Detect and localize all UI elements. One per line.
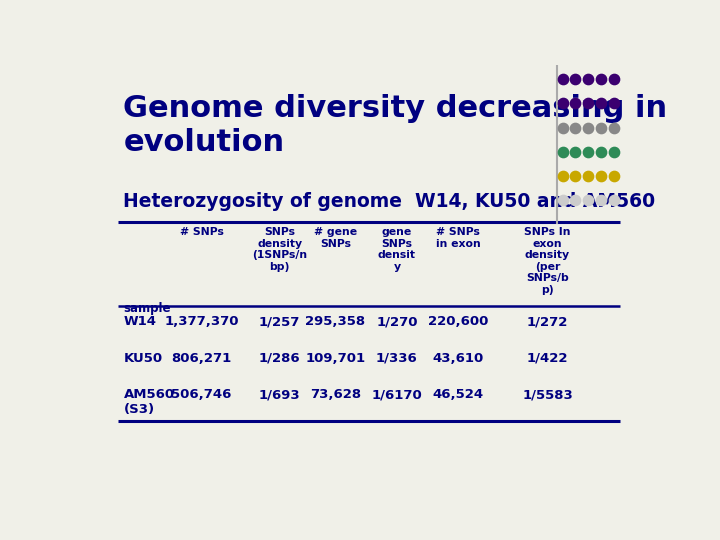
Text: gene
SNPs
densit
y: gene SNPs densit y	[378, 227, 416, 272]
Text: 1/257: 1/257	[259, 315, 300, 328]
Text: SNPs
density
(1SNPs/n
bp): SNPs density (1SNPs/n bp)	[252, 227, 307, 272]
Point	[570, 123, 581, 132]
Text: 43,610: 43,610	[433, 352, 484, 365]
Text: 220,600: 220,600	[428, 315, 488, 328]
Point	[595, 123, 607, 132]
Point	[582, 147, 594, 156]
Point	[557, 75, 568, 84]
Text: W14: W14	[124, 315, 156, 328]
Text: AM560
(S3): AM560 (S3)	[124, 388, 175, 416]
Point	[595, 147, 607, 156]
Text: 506,746: 506,746	[171, 388, 232, 401]
Text: 109,701: 109,701	[305, 352, 366, 365]
Text: # SNPs
in exon: # SNPs in exon	[436, 227, 481, 248]
Point	[557, 195, 568, 204]
Text: 1/6170: 1/6170	[372, 388, 422, 401]
Text: 1,377,370: 1,377,370	[164, 315, 239, 328]
Point	[582, 123, 594, 132]
Point	[557, 123, 568, 132]
Point	[608, 99, 620, 108]
Point	[595, 172, 607, 180]
Text: Genome diversity decreasing in
evolution: Genome diversity decreasing in evolution	[124, 94, 667, 157]
Text: SNPs In
exon
density
(per
SNPs/b
p): SNPs In exon density (per SNPs/b p)	[524, 227, 571, 295]
Text: 1/336: 1/336	[376, 352, 418, 365]
Text: 295,358: 295,358	[305, 315, 366, 328]
Point	[582, 172, 594, 180]
Point	[608, 147, 620, 156]
Point	[570, 75, 581, 84]
Text: # SNPs: # SNPs	[180, 227, 223, 237]
Text: 46,524: 46,524	[433, 388, 484, 401]
Point	[595, 75, 607, 84]
Point	[582, 99, 594, 108]
Point	[595, 99, 607, 108]
Text: 1/272: 1/272	[527, 315, 568, 328]
Text: 73,628: 73,628	[310, 388, 361, 401]
Point	[595, 195, 607, 204]
Point	[608, 172, 620, 180]
Point	[582, 195, 594, 204]
Point	[570, 99, 581, 108]
Point	[608, 123, 620, 132]
Point	[557, 147, 568, 156]
Point	[570, 147, 581, 156]
Text: sample: sample	[124, 302, 171, 315]
Text: 806,271: 806,271	[171, 352, 232, 365]
Point	[582, 75, 594, 84]
Text: 1/270: 1/270	[376, 315, 418, 328]
Point	[557, 172, 568, 180]
Text: 1/286: 1/286	[259, 352, 300, 365]
Text: 1/5583: 1/5583	[522, 388, 573, 401]
Point	[557, 99, 568, 108]
Text: 1/693: 1/693	[259, 388, 300, 401]
Text: # gene
SNPs: # gene SNPs	[314, 227, 357, 248]
Point	[608, 75, 620, 84]
Text: Heterozygosity of genome  W14, KU50 and AM560: Heterozygosity of genome W14, KU50 and A…	[124, 192, 656, 211]
Text: 1/422: 1/422	[527, 352, 568, 365]
Point	[570, 195, 581, 204]
Point	[608, 195, 620, 204]
Point	[570, 172, 581, 180]
Text: KU50: KU50	[124, 352, 163, 365]
